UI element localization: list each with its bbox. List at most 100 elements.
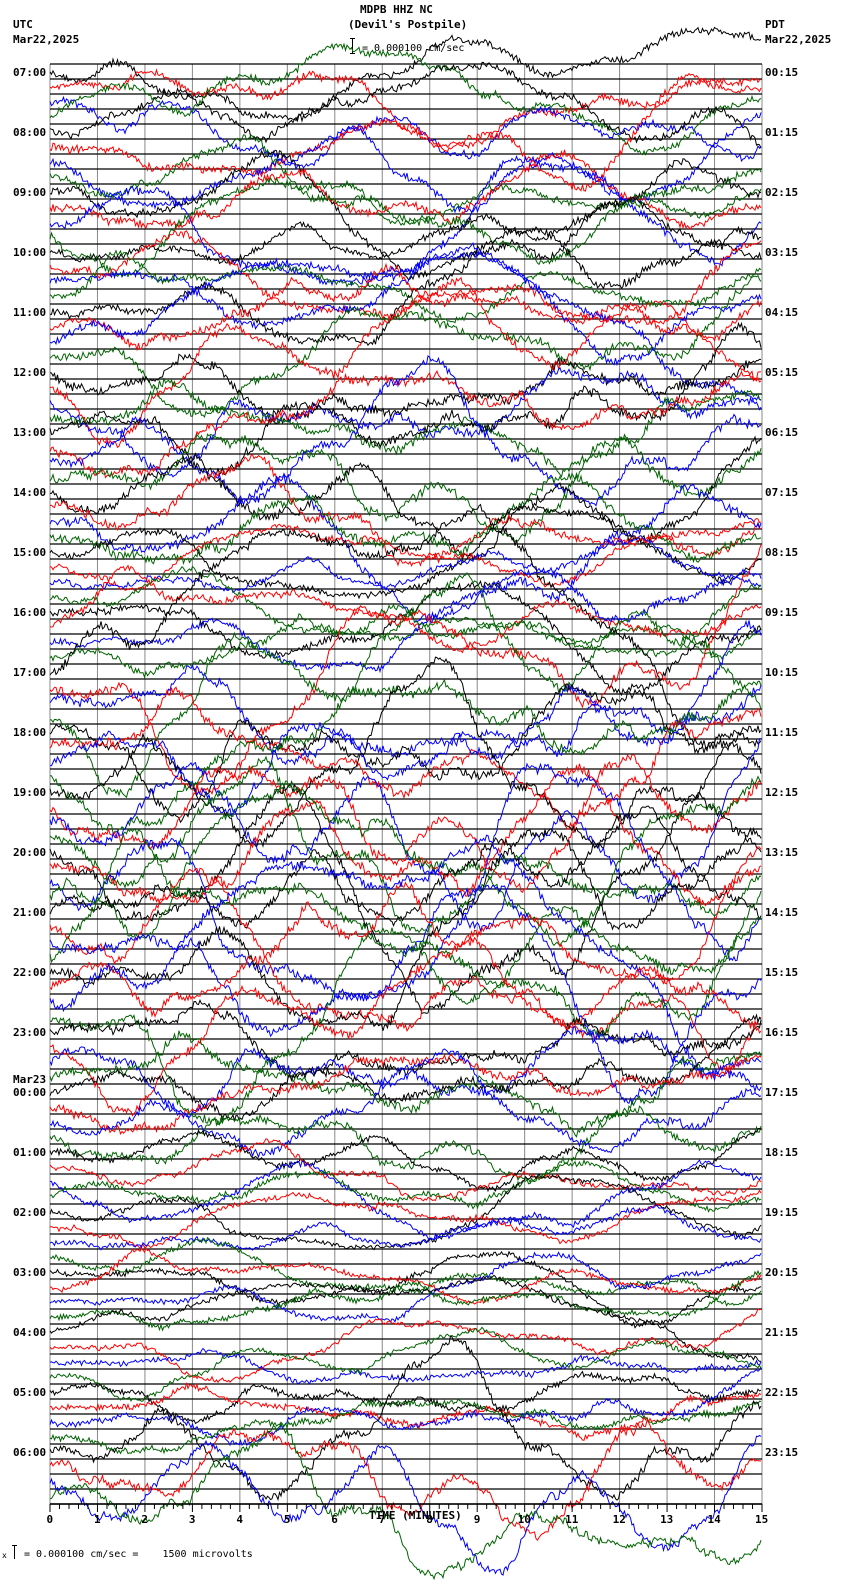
seismic-trace (49, 504, 762, 600)
seismic-trace (49, 683, 762, 824)
x-tick-label: 4 (236, 1513, 243, 1526)
seismic-trace (49, 834, 762, 1094)
utc-hour-label: 11:00 (13, 306, 47, 319)
right-timezone: PDT (765, 18, 785, 31)
x-tick-label: 10 (517, 1513, 531, 1526)
utc-hour-label: 00:00 (13, 1086, 47, 1099)
pdt-hour-label: 04:15 (765, 306, 799, 319)
date-change-label: Mar23 (13, 1073, 47, 1086)
seismic-trace (49, 890, 762, 1127)
seismic-trace (49, 1189, 762, 1249)
seismic-trace (49, 846, 762, 1018)
seismic-trace (49, 1382, 762, 1441)
seismic-trace (49, 72, 762, 192)
pdt-hour-label: 14:15 (765, 906, 799, 919)
seismic-trace (49, 249, 762, 324)
pdt-hour-label: 17:15 (765, 1086, 799, 1099)
seismic-trace (49, 155, 762, 287)
seismic-trace (49, 1367, 762, 1447)
pdt-hour-label: 05:15 (765, 366, 799, 379)
seismic-trace (49, 240, 762, 352)
seismic-trace (49, 1048, 762, 1159)
seismic-trace (49, 471, 762, 566)
pdt-hour-label: 01:15 (765, 126, 799, 139)
footer-scale-prefix: x (2, 1551, 7, 1560)
pdt-hour-label: 02:15 (765, 186, 799, 199)
left-date: Mar22,2025 (13, 33, 80, 46)
seismic-trace (49, 229, 762, 342)
seismic-trace (49, 433, 762, 542)
utc-hour-label: 13:00 (13, 426, 47, 439)
seismic-trace (49, 867, 762, 1075)
utc-hour-label: 03:00 (13, 1266, 47, 1279)
utc-hour-label: 17:00 (13, 666, 47, 679)
seismic-trace (49, 686, 762, 830)
pdt-hour-label: 16:15 (765, 1026, 799, 1039)
pdt-hour-label: 13:15 (765, 846, 799, 859)
utc-hour-label: 16:00 (13, 606, 47, 619)
seismic-trace (49, 377, 762, 478)
x-tick-label: 2 (141, 1513, 149, 1526)
seismic-trace (49, 1308, 762, 1384)
seismic-trace (49, 535, 762, 594)
pdt-hour-label: 03:15 (765, 246, 799, 259)
utc-hour-label: 06:00 (13, 1446, 47, 1459)
seismic-trace (49, 567, 762, 674)
seismic-trace (49, 112, 762, 214)
utc-hour-label: 02:00 (13, 1206, 47, 1219)
seismic-trace (49, 197, 762, 265)
seismic-trace (49, 26, 762, 123)
x-tick-label: 11 (565, 1513, 579, 1526)
seismic-trace (49, 503, 762, 774)
seismic-trace (49, 775, 762, 947)
x-tick-label: 7 (378, 1513, 386, 1526)
seismic-trace (49, 619, 762, 818)
x-tick-label: 14 (707, 1513, 721, 1526)
seismic-trace (49, 353, 762, 425)
seismic-trace (49, 884, 762, 1106)
seismic-trace (49, 1398, 762, 1455)
utc-hour-label: 04:00 (13, 1326, 47, 1339)
seismic-trace (49, 1105, 762, 1185)
seismic-trace (49, 1173, 762, 1251)
x-tick-label: 6 (331, 1513, 338, 1526)
seismic-trace (49, 149, 762, 231)
scale-bar-cap-top (350, 38, 355, 39)
seismic-trace (49, 366, 762, 478)
seismic-trace (49, 1204, 762, 1251)
seismic-trace (49, 1158, 762, 1213)
seismic-trace (49, 276, 762, 449)
seismic-trace (49, 1138, 762, 1202)
pdt-hour-label: 12:15 (765, 786, 799, 799)
seismic-trace (49, 826, 762, 1031)
pdt-hour-label: 19:15 (765, 1206, 799, 1219)
seismic-trace (49, 755, 761, 935)
station-title: MDPB HHZ NC (360, 3, 433, 16)
x-tick-label: 5 (283, 1513, 291, 1526)
x-tick-label: 1 (93, 1513, 101, 1526)
utc-hour-label: 08:00 (13, 126, 47, 139)
seismic-trace (49, 1347, 762, 1385)
pdt-hour-label: 21:15 (765, 1326, 799, 1339)
seismic-trace (49, 564, 762, 654)
seismic-trace (49, 678, 762, 834)
pdt-hour-label: 11:15 (765, 726, 799, 739)
footer-scale-bar-icon (14, 1545, 15, 1559)
utc-hour-label: 21:00 (13, 906, 47, 919)
x-tick-label: 0 (46, 1513, 54, 1526)
station-location: (Devil's Postpile) (348, 18, 468, 31)
utc-hour-label: 20:00 (13, 846, 47, 859)
utc-hour-label: 22:00 (13, 966, 47, 979)
seismic-trace (49, 267, 762, 418)
seismic-trace (49, 61, 762, 149)
seismic-trace (49, 1269, 762, 1332)
pdt-hour-label: 15:15 (765, 966, 799, 979)
utc-hour-label: 12:00 (13, 366, 47, 379)
seismic-trace (49, 42, 762, 156)
utc-hour-label: 19:00 (13, 786, 47, 799)
seismic-trace (49, 149, 762, 281)
pdt-hour-label: 00:15 (765, 66, 799, 79)
seismic-trace (49, 1030, 762, 1138)
seismic-trace (49, 1251, 762, 1323)
